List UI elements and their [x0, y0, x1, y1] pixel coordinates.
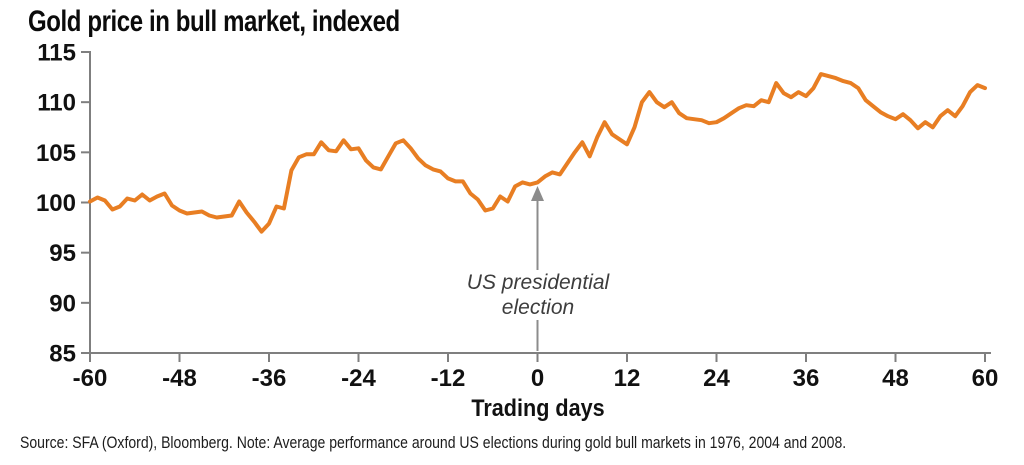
x-tick-label--48: -48	[162, 365, 197, 392]
x-tick-label--12: -12	[431, 365, 466, 392]
gold-price-line	[88, 72, 987, 234]
election-arrow-head	[531, 186, 544, 201]
x-axis-title: Trading days	[471, 395, 605, 422]
x-tick-label-48: 48	[882, 365, 909, 392]
y-tick-label-110: 110	[37, 90, 76, 117]
x-tick-label--36: -36	[252, 365, 287, 392]
source-note: Source: SFA (Oxford), Bloomberg. Note: A…	[20, 434, 847, 452]
x-tick-label-0: 0	[531, 365, 544, 392]
election-annotation: US presidential election	[460, 270, 616, 320]
y-tick-label-105: 105	[36, 140, 76, 167]
y-tick-label-85: 85	[49, 341, 76, 368]
x-tick-label--60: -60	[73, 365, 108, 392]
y-tick-label-115: 115	[37, 40, 76, 67]
x-tick-label-36: 36	[793, 365, 820, 392]
y-tick-label-90: 90	[49, 290, 76, 317]
election-annotation-line2: election	[501, 296, 575, 319]
chart-title: Gold price in bull market, indexed	[28, 5, 400, 38]
y-tick-label-95: 95	[49, 240, 76, 267]
election-annotation-line1: US presidential	[466, 271, 610, 294]
x-tick-label-60: 60	[972, 365, 999, 392]
x-tick-label-24: 24	[703, 365, 730, 392]
x-tick-label-12: 12	[614, 365, 641, 392]
x-tick-label--24: -24	[341, 365, 376, 392]
y-tick-label-100: 100	[36, 190, 76, 217]
